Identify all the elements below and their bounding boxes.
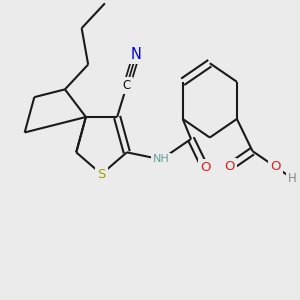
Text: O: O (270, 160, 281, 173)
Text: O: O (224, 160, 235, 173)
Text: S: S (97, 168, 106, 181)
Text: NH: NH (153, 154, 169, 164)
Text: H: H (287, 172, 296, 184)
Text: C: C (123, 79, 131, 92)
Text: N: N (131, 47, 142, 62)
Text: O: O (200, 161, 210, 174)
